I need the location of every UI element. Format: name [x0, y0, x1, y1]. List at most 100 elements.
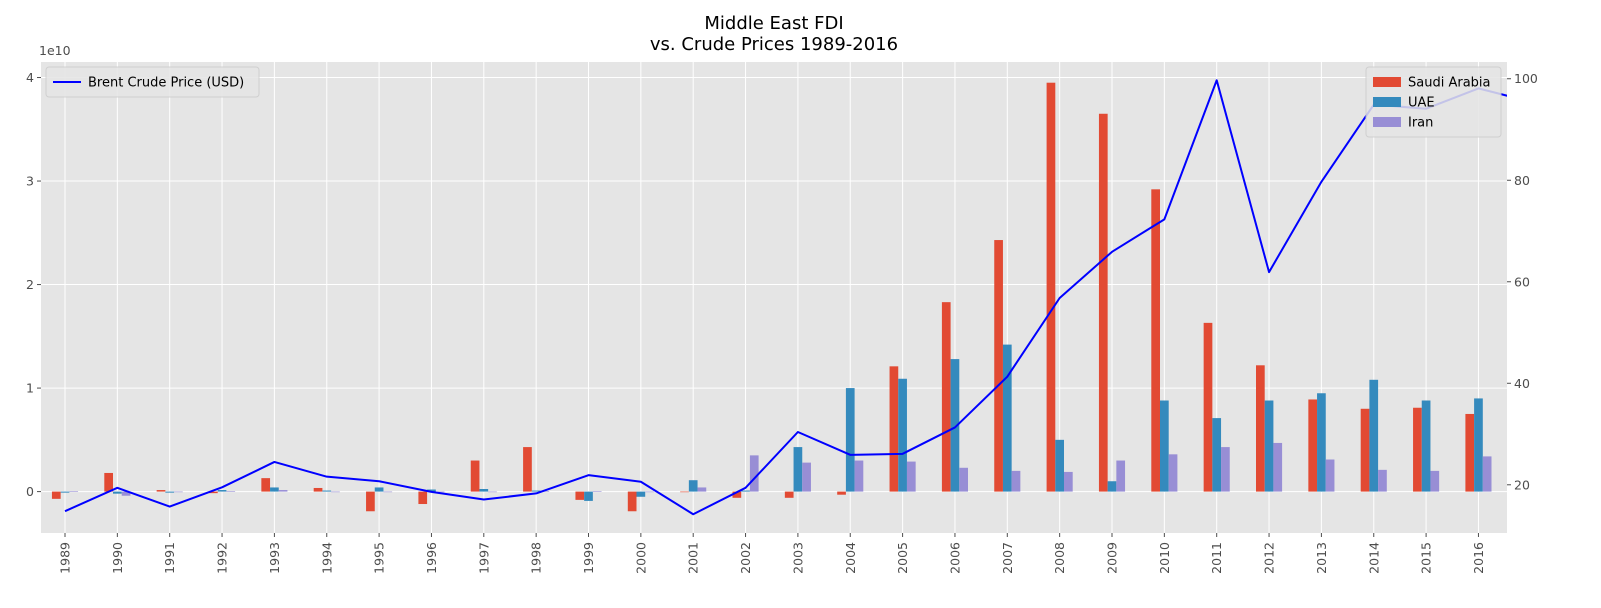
y-left-tick-label: 3 — [26, 174, 34, 189]
x-tick-label: 2015 — [1419, 542, 1434, 574]
bar-saudi-arabia-2010 — [1151, 189, 1160, 492]
bar-uae-2010 — [1160, 400, 1169, 492]
legend-right: Saudi Arabia UAE Iran — [1365, 66, 1502, 138]
y-left-tick-label: 4 — [26, 70, 34, 85]
bar-uae-1994 — [322, 490, 332, 492]
bar-uae-2004 — [845, 388, 855, 492]
bar-saudi-arabia-2012 — [1256, 365, 1265, 492]
bar-iran-2009 — [1116, 460, 1126, 492]
legend-label-saudi-arabia: Saudi Arabia — [1408, 76, 1491, 91]
x-tick-label: 2002 — [738, 542, 753, 574]
bar-iran-2012 — [1273, 442, 1283, 492]
x-tick-label: 2013 — [1314, 542, 1329, 574]
y-right-tick-label: 100 — [1514, 71, 1538, 86]
x-tick-label: 2011 — [1209, 542, 1224, 574]
line-series — [64, 79, 1507, 516]
bar-uae-2016 — [1474, 398, 1483, 492]
bar-uae-2002 — [741, 490, 750, 492]
x-tick-label: 2014 — [1366, 542, 1381, 574]
x-tick-label: 2004 — [843, 542, 858, 574]
bar-saudi-arabia-2011 — [1203, 322, 1213, 492]
bar-uae-2012 — [1264, 400, 1274, 492]
bar-saudi-arabia-2008 — [1046, 82, 1056, 492]
bar-iran-2013 — [1325, 459, 1335, 492]
x-tick-label: 2001 — [686, 542, 701, 574]
bar-uae-2008 — [1055, 439, 1064, 492]
bar-uae-1996 — [427, 489, 436, 492]
bar-saudi-arabia-2016 — [1465, 413, 1475, 492]
y-right-tick-label: 20 — [1514, 477, 1530, 492]
bar-saudi-arabia-1993 — [261, 478, 271, 492]
legend-swatch-saudi-arabia — [1373, 77, 1401, 87]
bar-saudi-arabia-1996 — [418, 491, 428, 505]
bar-saudi-arabia-2013 — [1308, 399, 1318, 492]
bar-saudi-arabia-2005 — [889, 366, 899, 492]
bar-uae-1991 — [165, 491, 175, 493]
x-tick-label: 2003 — [790, 542, 805, 574]
chart-title-line-2: vs. Crude Prices 1989-2016 — [650, 34, 898, 55]
bar-uae-1990 — [113, 491, 122, 494]
bar-iran-2014 — [1378, 469, 1387, 492]
bar-iran-2016 — [1482, 456, 1492, 492]
bar-iran-2001 — [697, 487, 707, 492]
axes: 1989 1990 1991 1992 1993 1994 1995 1996 1997 1998… — [26, 43, 1538, 574]
bar-iran-1989 — [69, 491, 79, 492]
bar-saudi-arabia-1991 — [156, 490, 166, 492]
y-left-tick-label: 1 — [26, 381, 34, 396]
legend-swatch-iran — [1373, 117, 1401, 127]
y-left-tick-label: 0 — [26, 484, 34, 499]
bar-saudi-arabia-1990 — [104, 472, 113, 492]
bar-saudi-arabia-2014 — [1360, 408, 1370, 492]
x-tick-label: 2010 — [1157, 542, 1172, 574]
bar-iran-2007 — [1011, 470, 1021, 492]
bar-iran-1990 — [121, 491, 131, 496]
x-tick-label: 1996 — [424, 542, 439, 574]
x-tick-label: 1991 — [162, 542, 177, 574]
bar-iran-1999 — [592, 491, 602, 492]
bar-saudi-arabia-2001 — [680, 491, 689, 493]
legend-left: Brent Crude Price (USD) — [45, 66, 260, 98]
bar-uae-2013 — [1317, 393, 1326, 492]
bar-iran-1997 — [488, 491, 497, 493]
x-tick-label: 1990 — [110, 542, 125, 574]
bar-iran-1995 — [383, 491, 393, 493]
bar-iran-2004 — [854, 460, 864, 492]
bar-saudi-arabia-1994 — [313, 487, 323, 492]
bar-saudi-arabia-1999 — [575, 491, 585, 500]
bar-saudi-arabia-1995 — [366, 491, 375, 512]
y-left-tick-label: 2 — [26, 277, 34, 292]
x-tick-label: 2008 — [1052, 542, 1067, 574]
y-right-tick-label: 80 — [1514, 173, 1530, 188]
bar-uae-1998 — [531, 490, 541, 492]
bar-uae-1989 — [60, 491, 70, 493]
bar-iran-2003 — [802, 462, 811, 492]
bar-iran-1993 — [278, 490, 288, 492]
bar-uae-2000 — [636, 491, 646, 497]
legend-frame — [45, 66, 260, 98]
legend-label-uae: UAE — [1408, 96, 1435, 111]
y-right-tick-label: 60 — [1514, 274, 1530, 289]
bar-uae-2001 — [688, 480, 698, 492]
bar-uae-1999 — [584, 491, 593, 501]
bar-iran-1996 — [435, 491, 445, 493]
x-tick-label: 2000 — [633, 542, 648, 574]
x-tick-label: 2007 — [1000, 542, 1015, 574]
bar-uae-2015 — [1421, 400, 1431, 492]
bar-saudi-arabia-1992 — [209, 491, 218, 494]
bar-saudi-arabia-2007 — [994, 240, 1003, 492]
bar-saudi-arabia-1997 — [470, 460, 480, 492]
x-tick-label: 1995 — [372, 542, 387, 574]
x-tick-label: 2006 — [947, 542, 962, 574]
bar-iran-2005 — [906, 461, 916, 492]
bar-uae-2011 — [1212, 418, 1222, 492]
bar-uae-2009 — [1107, 481, 1117, 492]
bar-iran-2010 — [1168, 454, 1178, 492]
bar-uae-1997 — [479, 489, 489, 492]
bar-uae-2007 — [1002, 344, 1012, 492]
legend-label-brent-crude-price-usd-: Brent Crude Price (USD) — [88, 76, 244, 91]
bar-uae-1992 — [217, 490, 227, 492]
bar-iran-1994 — [331, 491, 340, 493]
x-tick-label: 1992 — [215, 542, 230, 574]
